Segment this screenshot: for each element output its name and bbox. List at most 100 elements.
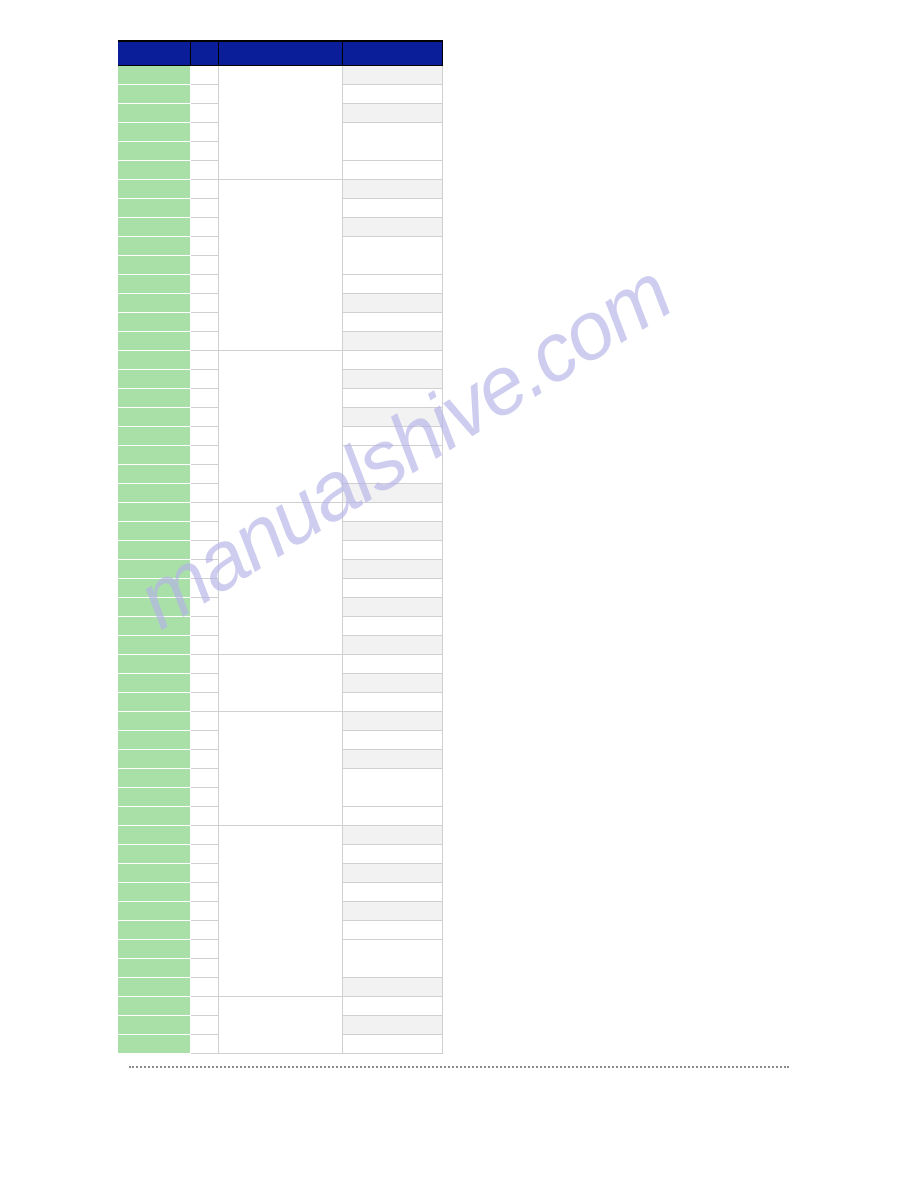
cell-col4 (342, 350, 442, 369)
cell-col3 (218, 1015, 342, 1034)
cell-col3 (218, 483, 342, 502)
cell-col3 (218, 559, 342, 578)
cell-col4 (342, 768, 442, 787)
cell-col1 (118, 1034, 190, 1053)
cell-col1 (118, 274, 190, 293)
cell-col3 (218, 198, 342, 217)
cell-col3 (218, 426, 342, 445)
cell-col3 (218, 616, 342, 635)
table-row (118, 578, 442, 597)
cell-col1 (118, 369, 190, 388)
cell-col1 (118, 445, 190, 464)
table-row (118, 958, 442, 977)
table-row (118, 426, 442, 445)
cell-col3 (218, 540, 342, 559)
table-row (118, 502, 442, 521)
cell-col3 (218, 407, 342, 426)
table-row (118, 787, 442, 806)
cell-col4 (342, 103, 442, 122)
cell-col1 (118, 958, 190, 977)
col-header-1 (118, 41, 190, 65)
cell-col3 (218, 996, 342, 1015)
cell-col3 (218, 711, 342, 730)
table-row (118, 388, 442, 407)
cell-col3 (218, 901, 342, 920)
table-row (118, 654, 442, 673)
cell-col2 (190, 84, 218, 103)
cell-col1 (118, 787, 190, 806)
cell-col2 (190, 673, 218, 692)
cell-col4 (342, 331, 442, 350)
table-row (118, 217, 442, 236)
cell-col3 (218, 388, 342, 407)
cell-col2 (190, 483, 218, 502)
cell-col4 (342, 711, 442, 730)
table-row (118, 882, 442, 901)
table-row (118, 920, 442, 939)
table-row (118, 597, 442, 616)
table-row (118, 939, 442, 958)
cell-col3 (218, 578, 342, 597)
cell-col3 (218, 806, 342, 825)
cell-col2 (190, 464, 218, 483)
cell-col2 (190, 920, 218, 939)
cell-col3 (218, 350, 342, 369)
cell-col4 (342, 445, 442, 464)
cell-col3 (218, 692, 342, 711)
cell-col2 (190, 65, 218, 84)
cell-col1 (118, 692, 190, 711)
cell-col4 (342, 578, 442, 597)
cell-col4 (342, 635, 442, 654)
table-header-row (118, 41, 442, 65)
cell-col1 (118, 255, 190, 274)
cell-col2 (190, 806, 218, 825)
cell-col2 (190, 825, 218, 844)
table-row (118, 806, 442, 825)
cell-col4 (342, 122, 442, 141)
cell-col2 (190, 597, 218, 616)
cell-col1 (118, 673, 190, 692)
cell-col1 (118, 559, 190, 578)
cell-col1 (118, 350, 190, 369)
cell-col2 (190, 787, 218, 806)
table-row (118, 844, 442, 863)
cell-col1 (118, 977, 190, 996)
cell-col3 (218, 84, 342, 103)
cell-col4 (342, 65, 442, 84)
table-row (118, 255, 442, 274)
cell-col4 (342, 996, 442, 1015)
table-row (118, 749, 442, 768)
cell-col2 (190, 559, 218, 578)
cell-col3 (218, 521, 342, 540)
cell-col1 (118, 768, 190, 787)
cell-col3 (218, 749, 342, 768)
cell-col2 (190, 692, 218, 711)
cell-col2 (190, 996, 218, 1015)
table-row (118, 540, 442, 559)
cell-col3 (218, 844, 342, 863)
cell-col2 (190, 901, 218, 920)
cell-col2 (190, 616, 218, 635)
cell-col2 (190, 578, 218, 597)
cell-col2 (190, 1034, 218, 1053)
cell-col2 (190, 407, 218, 426)
cell-col1 (118, 996, 190, 1015)
table-row (118, 103, 442, 122)
cell-col4 (342, 977, 442, 996)
cell-col3 (218, 597, 342, 616)
cell-col1 (118, 160, 190, 179)
cell-col3 (218, 730, 342, 749)
table-row (118, 274, 442, 293)
cell-col1 (118, 901, 190, 920)
cell-col4 (342, 958, 442, 977)
cell-col3 (218, 939, 342, 958)
table-row (118, 616, 442, 635)
table-row (118, 445, 442, 464)
cell-col2 (190, 293, 218, 312)
cell-col1 (118, 730, 190, 749)
table-row (118, 901, 442, 920)
cell-col2 (190, 369, 218, 388)
cell-col3 (218, 787, 342, 806)
table-row (118, 65, 442, 84)
cell-col4 (342, 616, 442, 635)
